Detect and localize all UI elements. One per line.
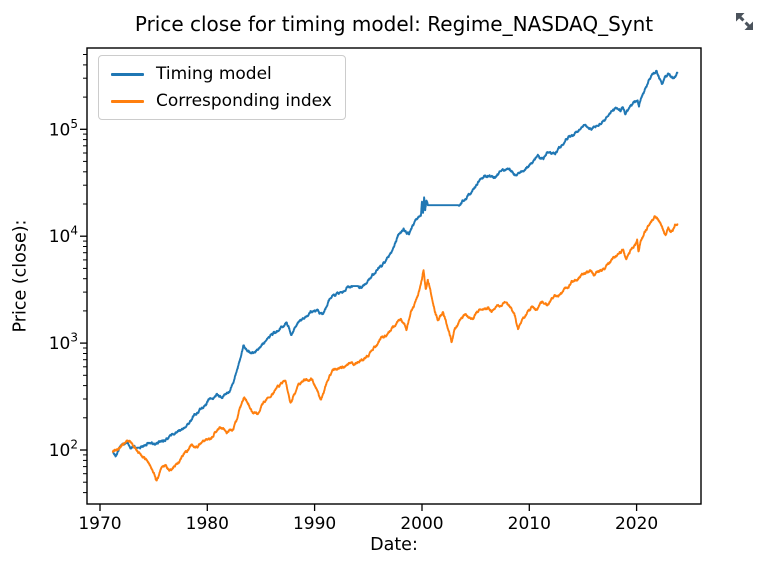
plot-border bbox=[86, 47, 702, 505]
chart-title: Price close for timing model: Regime_NAS… bbox=[135, 12, 653, 36]
svg-text:104: 104 bbox=[49, 224, 78, 248]
chart-legend: Timing model Corresponding index bbox=[98, 55, 346, 120]
svg-text:1980: 1980 bbox=[186, 514, 229, 534]
svg-text:102: 102 bbox=[49, 438, 78, 462]
chart-generated-layer: 1970 1980 1990 2000 2010 2020 102 103 104 105 bbox=[49, 54, 679, 534]
svg-text:1970: 1970 bbox=[78, 514, 121, 534]
legend-label-corresponding-index: Corresponding index bbox=[156, 91, 332, 111]
legend-item-corresponding-index: Corresponding index bbox=[111, 91, 332, 111]
legend-label-timing-model: Timing model bbox=[156, 64, 272, 84]
svg-text:2020: 2020 bbox=[615, 514, 658, 534]
svg-text:105: 105 bbox=[49, 117, 78, 141]
svg-text:2010: 2010 bbox=[508, 514, 551, 534]
fullscreen-expand-icon bbox=[735, 12, 753, 30]
fullscreen-button[interactable] bbox=[730, 7, 758, 35]
y-axis-label: Price (close): bbox=[11, 220, 31, 333]
svg-text:103: 103 bbox=[49, 331, 78, 355]
svg-text:2000: 2000 bbox=[400, 514, 443, 534]
legend-line-swatch-timing-model bbox=[111, 72, 144, 76]
svg-text:1990: 1990 bbox=[293, 514, 336, 534]
x-axis-label: Date: bbox=[370, 535, 418, 555]
legend-item-timing-model: Timing model bbox=[111, 64, 332, 84]
legend-line-swatch-corresponding-index bbox=[111, 99, 144, 103]
